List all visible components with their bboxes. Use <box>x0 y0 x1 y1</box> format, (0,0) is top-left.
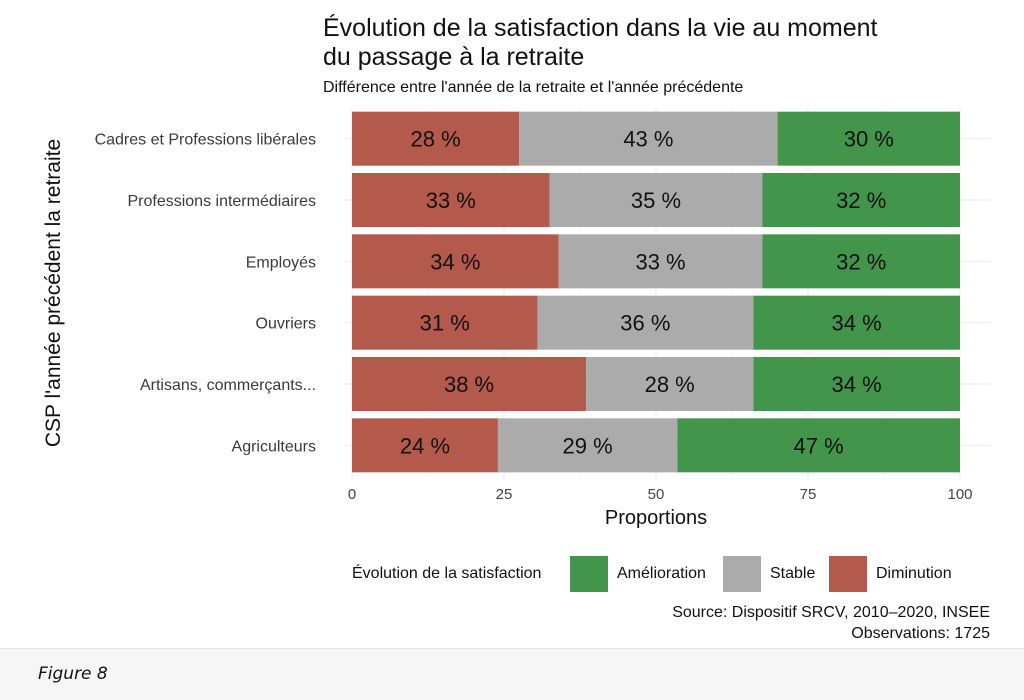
category-label: Agriculteurs <box>232 438 316 455</box>
data-label: 34 % <box>832 311 882 336</box>
data-label: 33 % <box>426 188 476 213</box>
bar-segment-stable <box>586 357 754 411</box>
data-label: 30 % <box>844 127 894 152</box>
data-label: 38 % <box>444 372 494 397</box>
bars: 28 % 43 % 30 % 33 % 35 % 32 % 34 % 33 % 32 % 31 %… <box>352 111 960 473</box>
bar-segment-amélioration <box>753 295 960 350</box>
data-label: 32 % <box>836 188 886 213</box>
legend-label: Amélioration <box>617 565 706 582</box>
data-label: 35 % <box>631 188 681 213</box>
bar-segment-diminution <box>352 234 559 289</box>
source-line-2: Observations: 1725 <box>851 625 990 642</box>
bar-segment-stable <box>497 418 678 473</box>
legend: Évolution de la satisfaction Amélioratio… <box>352 556 952 592</box>
category-label: Cadres et Professions libérales <box>95 132 316 149</box>
caption-bar: Figure 8 <box>0 648 1024 700</box>
chart-title-line-1: Évolution de la satisfaction dans la vie… <box>323 13 878 42</box>
x-tick-label: 75 <box>800 486 817 503</box>
data-label: 47 % <box>794 433 844 458</box>
legend-label: Diminution <box>876 565 952 582</box>
bar-segment-amélioration <box>762 173 960 227</box>
bar-segment-stable <box>549 173 763 227</box>
data-label: 33 % <box>635 249 685 274</box>
bar-segment-diminution <box>352 418 498 473</box>
bar-segment-stable <box>537 295 754 350</box>
bar-segment-stable <box>519 111 778 166</box>
bar-segment-diminution <box>352 295 538 350</box>
source-line-1: Source: Dispositif SRCV, 2010–2020, INSE… <box>672 604 990 621</box>
data-label: 28 % <box>411 127 461 152</box>
bar-segment-amélioration <box>677 418 960 473</box>
data-label: 43 % <box>623 127 673 152</box>
x-tick-label: 100 <box>947 486 972 503</box>
legend-swatch-stable <box>723 556 761 592</box>
x-tick-label: 25 <box>496 486 513 503</box>
data-label: 29 % <box>563 433 613 458</box>
bar-segment-amélioration <box>762 234 960 289</box>
legend-swatch-diminution <box>829 556 867 592</box>
data-label: 24 % <box>400 433 450 458</box>
chart-subtitle: Différence entre l'année de la retraite … <box>323 79 743 96</box>
chart-title-line-2: du passage à la retraite <box>323 43 584 71</box>
bar-segment-diminution <box>352 357 587 411</box>
category-labels: Cadres et Professions libérales Professio… <box>95 132 316 456</box>
bar-segment-amélioration <box>753 357 960 411</box>
figure-caption: Figure 8 <box>38 664 108 684</box>
data-label: 34 % <box>832 372 882 397</box>
data-label: 36 % <box>620 311 670 336</box>
category-label: Professions intermédiaires <box>127 193 316 210</box>
bar-segment-diminution <box>352 111 520 166</box>
bar-segment-stable <box>558 234 763 289</box>
data-label: 28 % <box>645 372 695 397</box>
y-axis-label: CSP l'année précédent la retraite <box>42 139 65 447</box>
data-label: 34 % <box>430 249 480 274</box>
bar-segment-diminution <box>352 173 550 227</box>
legend-label: Stable <box>770 565 815 582</box>
x-axis-label: Proportions <box>605 507 707 529</box>
category-label: Ouvriers <box>256 316 316 333</box>
data-label: 32 % <box>836 249 886 274</box>
category-label: Employés <box>246 254 316 271</box>
legend-title: Évolution de la satisfaction <box>352 563 541 582</box>
x-tick-labels: 0 25 50 75 100 <box>348 486 973 503</box>
x-tick-label: 0 <box>348 486 356 503</box>
x-tick-label: 50 <box>648 486 665 503</box>
stacked-bar-chart: Évolution de la satisfaction dans la vie… <box>42 13 990 642</box>
legend-swatch-amélioration <box>570 556 608 592</box>
data-label: 31 % <box>420 311 470 336</box>
category-label: Artisans, commerçants... <box>140 377 316 394</box>
bar-segment-amélioration <box>777 111 960 166</box>
